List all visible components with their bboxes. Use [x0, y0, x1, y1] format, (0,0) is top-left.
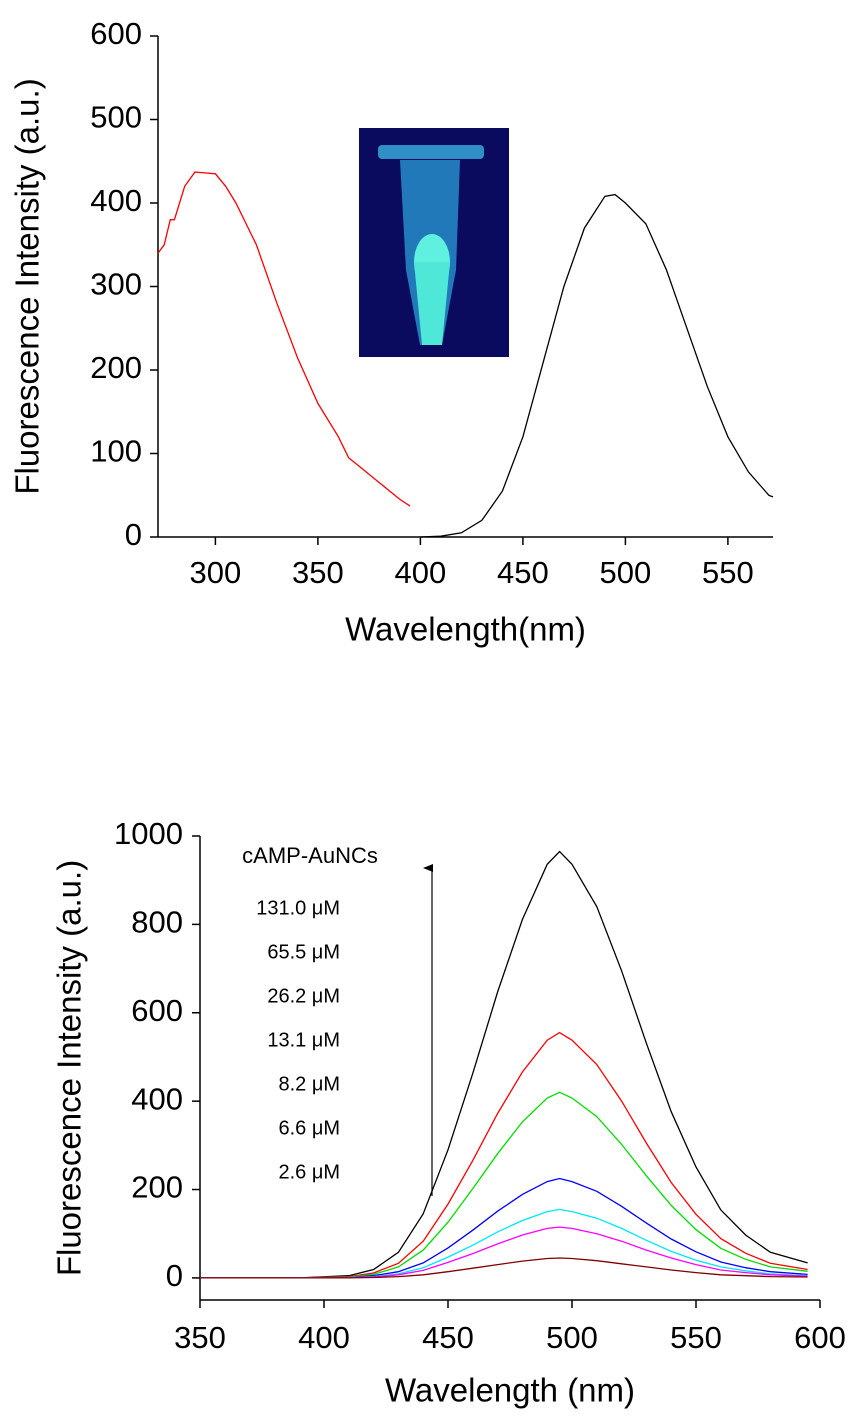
legend-label: 8.2 μM — [278, 1073, 340, 1095]
y-tick-label: 800 — [131, 905, 183, 940]
x-tick-label: 450 — [497, 555, 549, 590]
y-tick-label: 0 — [166, 1258, 183, 1293]
legend-label: 131.0 μM — [256, 897, 340, 919]
annotation: cAMP-AuNCs — [242, 843, 378, 868]
series-line — [200, 1257, 808, 1279]
x-tick-label: 350 — [174, 1320, 226, 1355]
x-tick-label: 550 — [670, 1320, 722, 1355]
series-line — [157, 171, 411, 507]
y-tick-label: 0 — [125, 517, 142, 552]
inset-photo — [359, 128, 509, 357]
x-axis-title: Wavelength (nm) — [385, 1372, 635, 1409]
y-tick-label: 200 — [90, 350, 142, 385]
y-tick-label: 300 — [90, 267, 142, 302]
legend-label: 26.2 μM — [267, 985, 340, 1007]
x-tick-label: 550 — [702, 555, 754, 590]
legend-label: 2.6 μM — [278, 1161, 340, 1183]
series-line — [200, 1031, 808, 1279]
x-tick-label: 300 — [190, 555, 242, 590]
y-tick-label: 100 — [90, 434, 142, 469]
y-tick-label: 200 — [131, 1170, 183, 1205]
y-axis-title: Fluorescence Intensity (a.u.) — [9, 78, 46, 494]
x-tick-label: 450 — [422, 1320, 474, 1355]
x-tick-label: 600 — [794, 1320, 846, 1355]
legend-label: 65.5 μM — [267, 941, 340, 963]
y-tick-label: 600 — [90, 16, 142, 51]
series-line — [200, 1208, 808, 1279]
series-line — [420, 193, 774, 538]
legend-label: 13.1 μM — [267, 1029, 340, 1051]
y-tick-label: 600 — [131, 993, 183, 1028]
x-tick-label: 500 — [546, 1320, 598, 1355]
x-tick-label: 350 — [292, 555, 344, 590]
y-axis-title: Fluorescence Intensity (a.u.) — [51, 860, 88, 1276]
y-tick-label: 500 — [90, 100, 142, 135]
legend-label: 6.6 μM — [278, 1117, 340, 1139]
series-line — [200, 1177, 808, 1279]
y-tick-label: 400 — [90, 183, 142, 218]
x-tick-label: 400 — [395, 555, 447, 590]
series-line — [200, 850, 808, 1279]
x-tick-label: 400 — [298, 1320, 350, 1355]
y-tick-label: 400 — [131, 1081, 183, 1116]
x-axis-title: Wavelength(nm) — [345, 611, 586, 648]
series-line — [200, 1091, 808, 1279]
y-tick-label: 1000 — [114, 816, 183, 851]
x-tick-label: 500 — [600, 555, 652, 590]
